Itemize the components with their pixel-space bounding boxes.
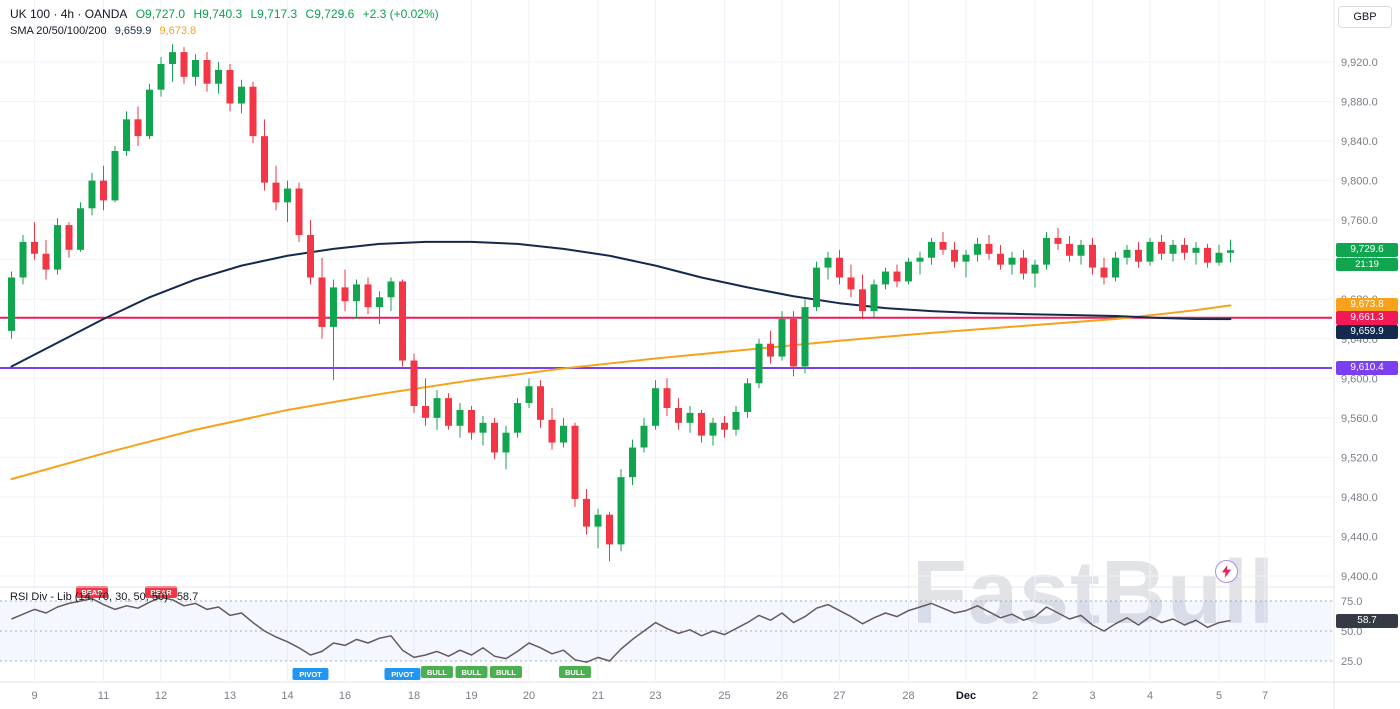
svg-text:9,600.0: 9,600.0 <box>1341 373 1378 385</box>
svg-text:9,400.0: 9,400.0 <box>1341 571 1378 583</box>
svg-text:14: 14 <box>281 690 293 702</box>
svg-text:PIVOT: PIVOT <box>299 670 322 679</box>
svg-text:9,480.0: 9,480.0 <box>1341 492 1378 504</box>
svg-text:28: 28 <box>902 690 914 702</box>
svg-text:4: 4 <box>1147 690 1153 702</box>
svg-text:26: 26 <box>776 690 788 702</box>
svg-text:9,880.0: 9,880.0 <box>1341 97 1378 109</box>
svg-text:20: 20 <box>523 690 535 702</box>
svg-text:BULL: BULL <box>462 668 482 677</box>
svg-text:Dec: Dec <box>956 690 976 702</box>
currency-button[interactable]: GBP <box>1338 6 1392 28</box>
svg-text:5: 5 <box>1216 690 1222 702</box>
svg-text:9,840.0: 9,840.0 <box>1341 136 1378 148</box>
svg-text:16: 16 <box>339 690 351 702</box>
svg-text:BULL: BULL <box>496 668 516 677</box>
svg-text:9,720.0: 9,720.0 <box>1341 255 1378 267</box>
svg-text:9,520.0: 9,520.0 <box>1341 452 1378 464</box>
svg-text:9,800.0: 9,800.0 <box>1341 176 1378 188</box>
svg-text:50.0: 50.0 <box>1341 626 1362 638</box>
svg-text:25: 25 <box>718 690 730 702</box>
svg-text:18: 18 <box>408 690 420 702</box>
svg-text:11: 11 <box>98 690 109 702</box>
svg-text:27: 27 <box>833 690 845 702</box>
svg-text:9,680.0: 9,680.0 <box>1341 294 1378 306</box>
flash-icon[interactable] <box>1215 560 1238 583</box>
svg-text:19: 19 <box>465 690 477 702</box>
svg-text:9,640.0: 9,640.0 <box>1341 334 1378 346</box>
svg-text:9: 9 <box>31 690 37 702</box>
lightning-bolt-icon <box>1221 565 1232 578</box>
svg-text:9,560.0: 9,560.0 <box>1341 413 1378 425</box>
svg-text:21: 21 <box>592 690 604 702</box>
svg-text:9,760.0: 9,760.0 <box>1341 215 1378 227</box>
svg-text:7: 7 <box>1262 690 1268 702</box>
svg-text:13: 13 <box>224 690 236 702</box>
svg-text:75.0: 75.0 <box>1341 596 1362 608</box>
svg-text:BULL: BULL <box>565 668 585 677</box>
svg-text:PIVOT: PIVOT <box>391 670 414 679</box>
svg-text:BEAR: BEAR <box>81 588 103 597</box>
svg-text:3: 3 <box>1089 690 1095 702</box>
svg-text:2: 2 <box>1032 690 1038 702</box>
svg-text:25.0: 25.0 <box>1341 656 1362 668</box>
svg-text:9,920.0: 9,920.0 <box>1341 57 1378 69</box>
symbol-title[interactable]: UK 100 · 4h · OANDA <box>10 7 128 21</box>
svg-text:BEAR: BEAR <box>150 588 172 597</box>
svg-text:BULL: BULL <box>427 668 447 677</box>
svg-text:23: 23 <box>649 690 661 702</box>
svg-text:12: 12 <box>155 690 167 702</box>
svg-text:9,440.0: 9,440.0 <box>1341 531 1378 543</box>
